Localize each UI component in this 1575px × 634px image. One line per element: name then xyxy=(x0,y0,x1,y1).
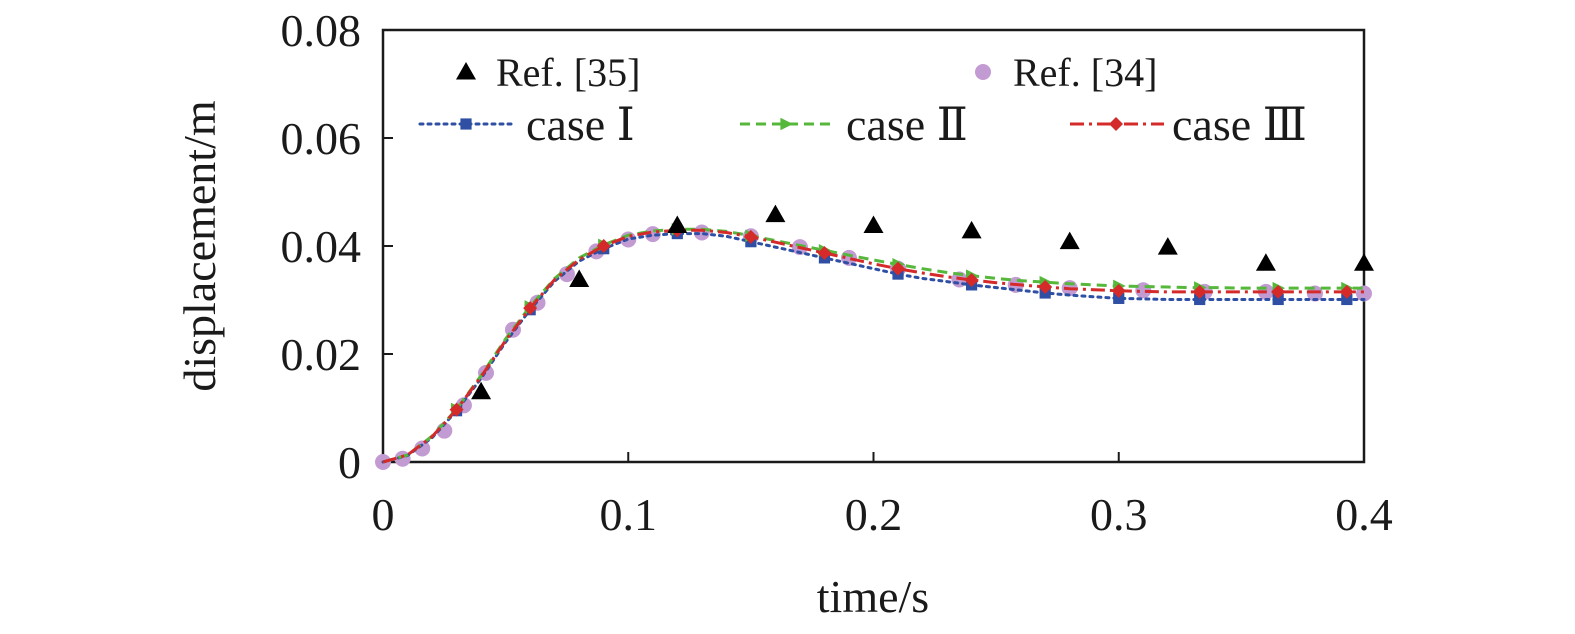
data-point xyxy=(1192,284,1207,299)
series-line xyxy=(382,227,1364,464)
y-tick-label: 0.06 xyxy=(281,113,362,164)
x-tick-label: 0.4 xyxy=(1335,489,1393,540)
series-line xyxy=(381,232,1366,464)
y-tick-label: 0.08 xyxy=(281,5,362,56)
series-layer xyxy=(375,204,1374,470)
y-tick-label: 0.04 xyxy=(281,221,362,272)
data-point xyxy=(1157,237,1178,255)
data-point xyxy=(817,246,832,261)
x-axis-ticks: 0 0.1 0.2 0.3 0.4 xyxy=(372,452,1393,540)
x-axis-title: time/s xyxy=(817,571,929,622)
data-point xyxy=(1059,231,1080,250)
series-2 xyxy=(381,227,1366,464)
data-point xyxy=(1255,253,1276,271)
legend-marker xyxy=(456,62,476,80)
data-point xyxy=(1272,293,1284,306)
x-tick-label: 0 xyxy=(372,489,395,540)
series-line xyxy=(382,228,1364,464)
legend-item: Ref. [34] xyxy=(975,50,1157,95)
data-point xyxy=(523,301,538,316)
series-4 xyxy=(382,223,1364,464)
legend-item: case Ⅰ xyxy=(418,99,635,150)
legend-label: Ref. [34] xyxy=(1013,50,1157,95)
legend-label: case Ⅱ xyxy=(846,99,968,150)
data-point xyxy=(471,381,492,400)
data-point xyxy=(1339,284,1354,299)
data-point xyxy=(1113,292,1125,304)
series-0 xyxy=(471,204,1374,400)
data-point xyxy=(449,402,464,417)
legend-label: case Ⅰ xyxy=(526,99,635,150)
x-tick-label: 0.1 xyxy=(600,489,658,540)
data-point xyxy=(1038,280,1053,295)
legend-label: case Ⅲ xyxy=(1172,99,1307,150)
data-point xyxy=(964,273,979,288)
legend-marker xyxy=(780,117,793,131)
data-point xyxy=(961,220,982,239)
data-point xyxy=(863,215,884,233)
legend-item: case Ⅲ xyxy=(1070,99,1307,150)
x-tick-label: 0.3 xyxy=(1090,489,1148,540)
y-axis-title: displacement/m xyxy=(174,100,225,391)
legend-marker xyxy=(460,118,472,130)
series-1 xyxy=(375,224,1372,470)
data-point xyxy=(1194,293,1206,306)
data-point xyxy=(1341,293,1353,306)
data-point xyxy=(765,204,786,223)
legend-item: Ref. [35] xyxy=(456,50,640,95)
y-tick-label: 0 xyxy=(338,437,361,488)
data-point xyxy=(1354,253,1374,271)
data-point xyxy=(743,229,758,244)
data-point xyxy=(1111,283,1126,298)
y-axis-ticks: 0 0.02 0.04 0.06 0.08 xyxy=(281,5,393,488)
legend-marker xyxy=(975,64,991,80)
legend-label: Ref. [35] xyxy=(496,50,640,95)
data-point xyxy=(596,239,611,253)
data-point xyxy=(1271,284,1286,299)
series-3 xyxy=(382,222,1364,464)
legend: Ref. [35] Ref. [34] case Ⅰ case Ⅱ case Ⅲ xyxy=(418,50,1307,150)
data-point xyxy=(414,440,431,457)
data-point xyxy=(667,215,688,233)
x-tick-label: 0.2 xyxy=(845,489,903,540)
legend-marker xyxy=(1109,117,1123,131)
data-point xyxy=(569,269,590,287)
data-point xyxy=(558,266,575,283)
y-tick-label: 0.02 xyxy=(281,329,362,380)
legend-item: case Ⅱ xyxy=(740,99,968,150)
data-point xyxy=(891,261,906,276)
